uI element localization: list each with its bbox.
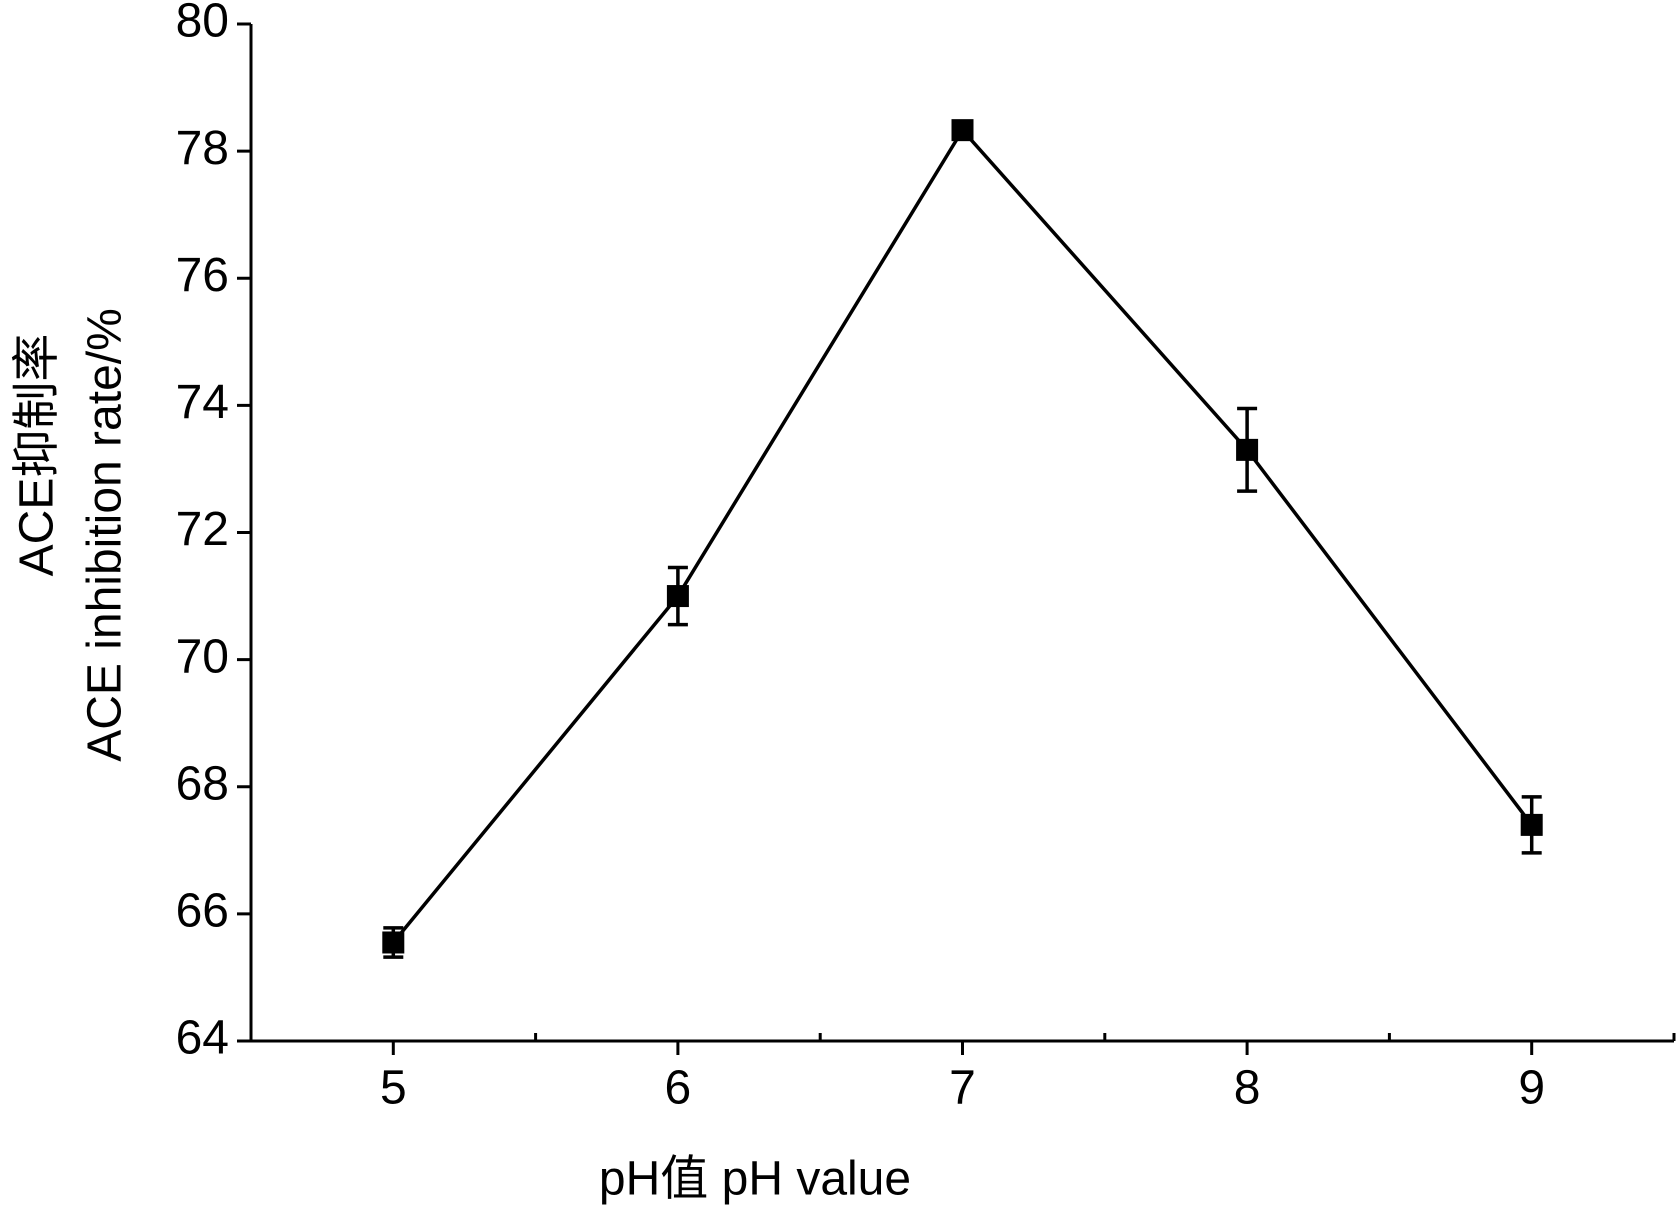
data-point (1520, 813, 1543, 836)
y-tick-label: 72 (176, 503, 229, 556)
y-tick-label: 80 (176, 0, 229, 48)
x-axis-label: pH值 pH value (599, 1153, 911, 1206)
x-tick-label: 8 (1234, 1062, 1261, 1115)
y-tick-label: 76 (176, 249, 229, 302)
y-tick-label: 70 (176, 630, 229, 683)
data-point (1236, 438, 1259, 461)
y-axis-label: ACE inhibition rate/% (79, 308, 132, 762)
x-tick-label: 5 (380, 1062, 407, 1115)
y-tick-label: 74 (176, 376, 229, 429)
data-point (666, 585, 689, 608)
y-tick-label: 68 (176, 757, 229, 810)
x-tick-label: 6 (665, 1062, 692, 1115)
y-axis-label: ACE抑制率 (11, 334, 64, 577)
y-tick-label: 78 (176, 122, 229, 175)
data-point (382, 931, 405, 954)
y-tick-label: 64 (176, 1012, 229, 1065)
y-tick-label: 66 (176, 885, 229, 938)
x-tick-label: 7 (949, 1062, 976, 1115)
x-tick-label: 9 (1518, 1062, 1545, 1115)
data-point (951, 119, 974, 142)
data-line (391, 127, 1534, 944)
